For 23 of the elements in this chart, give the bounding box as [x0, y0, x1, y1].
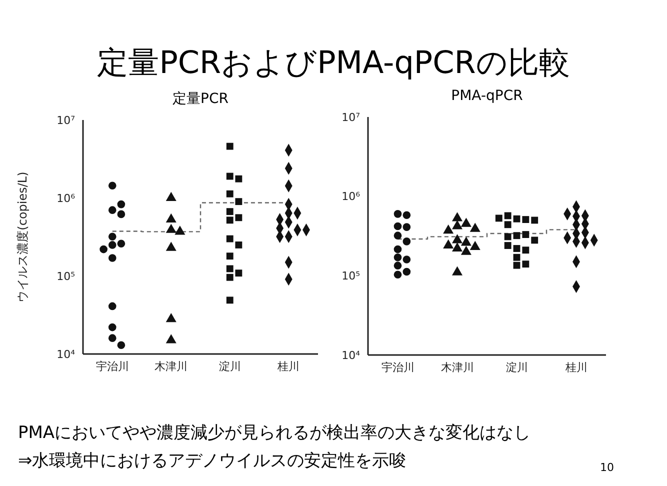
y-tick-label: 10⁶ [56, 192, 76, 205]
y-tick-label: 10⁴ [342, 348, 361, 362]
x-tick-label: 桂川 [564, 360, 588, 374]
x-tick-label: 淀川 [506, 360, 528, 374]
y-tick-label: 10⁷ [342, 110, 360, 124]
chart-title: 定量PCR [172, 90, 230, 109]
y-axis-title: ウイルス濃度(copies/L) [15, 172, 30, 302]
x-tick-label: 木津川 [154, 360, 188, 373]
x-tick-label: 桂川 [276, 360, 300, 373]
y-tick-label: 10⁷ [56, 114, 75, 127]
x-tick-label: 淀川 [218, 360, 241, 373]
x-tick-label: 宇治川 [96, 360, 129, 373]
x-tick-label: 木津川 [440, 360, 474, 374]
y-tick-label: 10⁶ [342, 190, 361, 204]
text: PMAにおいてやや濃度減少が見られるが検出率の大きな変化はなし [18, 422, 531, 444]
x-tick-label: 宇治川 [381, 360, 414, 374]
chart-title: PMA-qPCR [450, 87, 524, 106]
y-tick-label: 10⁵ [342, 270, 360, 283]
text: ⇒水環境中におけるアデノウイルスの安定性を示唆 [18, 450, 406, 472]
text: 10 [600, 461, 614, 474]
y-tick-label: 10⁵ [56, 270, 75, 283]
text: 定量PCRおよびPMA-qPCRの比較 [96, 44, 571, 83]
y-tick-label: 10⁴ [56, 348, 76, 361]
